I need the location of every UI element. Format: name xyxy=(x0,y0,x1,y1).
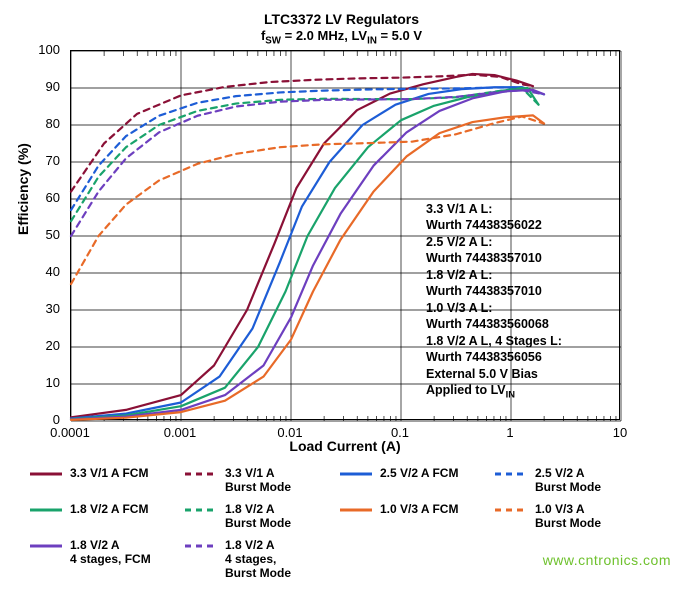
legend-swatch xyxy=(30,539,62,553)
legend-swatch xyxy=(30,503,62,517)
legend-label: 1.8 V/2 ABurst Mode xyxy=(225,503,291,531)
ytick-label: 80 xyxy=(0,116,60,131)
chart-container: LTC3372 LV Regulators fSW = 2.0 MHz, LVI… xyxy=(0,0,683,603)
x-axis-label: Load Current (A) xyxy=(70,438,620,454)
legend-swatch xyxy=(495,467,527,481)
legend-swatch xyxy=(185,503,217,517)
legend-label: 1.8 V/2 A FCM xyxy=(70,503,148,517)
annotation: External 5.0 V BiasApplied to LVIN xyxy=(426,367,538,401)
legend-item: 1.8 V/2 A4 stages, FCM xyxy=(30,539,185,580)
legend-item: 3.3 V/1 A FCM xyxy=(30,467,185,497)
legend-swatch xyxy=(30,467,62,481)
legend-label: 2.5 V/2 A FCM xyxy=(380,467,458,481)
xtick-label: 0.1 xyxy=(370,425,430,440)
ytick-label: 40 xyxy=(0,264,60,279)
legend-item: 3.3 V/1 ABurst Mode xyxy=(185,467,340,497)
xtick-label: 0.001 xyxy=(150,425,210,440)
watermark: www.cntronics.com xyxy=(543,552,671,568)
xtick-label: 0.0001 xyxy=(40,425,100,440)
chart-subtitle: fSW = 2.0 MHz, LVIN = 5.0 V xyxy=(0,28,683,48)
legend-item: 1.0 V/3 ABurst Mode xyxy=(495,503,650,533)
ytick-label: 20 xyxy=(0,338,60,353)
ytick-label: 60 xyxy=(0,190,60,205)
ytick-label: 90 xyxy=(0,79,60,94)
ytick-label: 30 xyxy=(0,301,60,316)
legend-swatch xyxy=(185,539,217,553)
annotation: 3.3 V/1 A L:Wurth 74438356022 xyxy=(426,202,542,233)
annotation: 1.0 V/3 A L:Wurth 744383560068 xyxy=(426,301,549,332)
legend-swatch xyxy=(495,503,527,517)
xtick-label: 10 xyxy=(590,425,650,440)
xtick-label: 1 xyxy=(480,425,540,440)
legend-label: 2.5 V/2 ABurst Mode xyxy=(535,467,601,495)
xtick-label: 0.01 xyxy=(260,425,320,440)
annotation: 1.8 V/2 A L:Wurth 74438357010 xyxy=(426,268,542,299)
annotation: 1.8 V/2 A L, 4 Stages L:Wurth 7443835605… xyxy=(426,334,562,365)
legend-item: 1.0 V/3 A FCM xyxy=(340,503,495,533)
legend-swatch xyxy=(340,467,372,481)
series-s4 xyxy=(71,87,544,210)
legend-label: 1.0 V/3 A FCM xyxy=(380,503,458,517)
legend-item: 2.5 V/2 ABurst Mode xyxy=(495,467,650,497)
legend-label: 1.8 V/2 A4 stages,Burst Mode xyxy=(225,539,291,580)
ytick-label: 50 xyxy=(0,227,60,242)
legend-item: 1.8 V/2 ABurst Mode xyxy=(185,503,340,533)
ytick-label: 10 xyxy=(0,375,60,390)
legend-label: 3.3 V/1 A FCM xyxy=(70,467,148,481)
ytick-label: 100 xyxy=(0,42,60,57)
annotation: 2.5 V/2 A L:Wurth 74438357010 xyxy=(426,235,542,266)
legend-label: 1.0 V/3 ABurst Mode xyxy=(535,503,601,531)
legend-label: 3.3 V/1 ABurst Mode xyxy=(225,467,291,495)
ytick-label: 70 xyxy=(0,153,60,168)
legend-label: 1.8 V/2 A4 stages, FCM xyxy=(70,539,151,567)
legend-item: 2.5 V/2 A FCM xyxy=(340,467,495,497)
legend-item: 1.8 V/2 A FCM xyxy=(30,503,185,533)
legend-item: 1.8 V/2 A4 stages,Burst Mode xyxy=(185,539,340,580)
legend-swatch xyxy=(185,467,217,481)
chart-title: LTC3372 LV Regulators xyxy=(0,10,683,28)
legend-swatch xyxy=(340,503,372,517)
chart-titles: LTC3372 LV Regulators fSW = 2.0 MHz, LVI… xyxy=(0,10,683,48)
